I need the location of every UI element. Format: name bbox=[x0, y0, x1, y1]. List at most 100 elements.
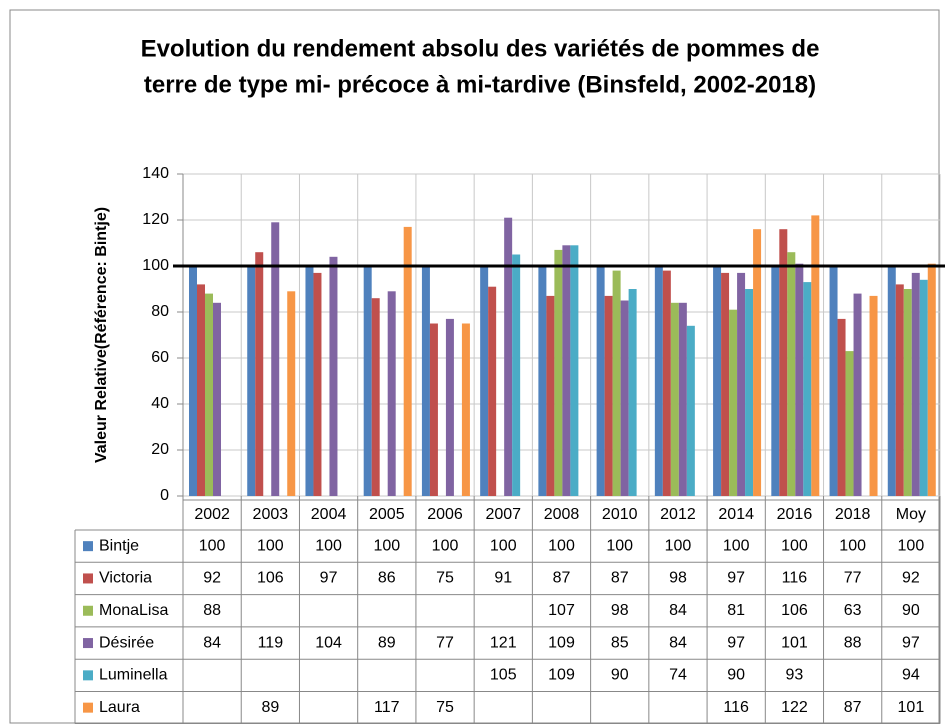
bar bbox=[887, 266, 896, 496]
legend-label: Désirée bbox=[99, 634, 154, 651]
x-tick-label: 2016 bbox=[777, 506, 813, 523]
table-value: 100 bbox=[490, 537, 517, 554]
table-value: 97 bbox=[727, 634, 745, 651]
bar bbox=[620, 300, 629, 496]
table-value: 63 bbox=[844, 602, 862, 619]
x-tick-label: Moy bbox=[896, 506, 926, 523]
y-axis-label: Valeur Relative(Référence: Bintje) bbox=[93, 207, 110, 463]
table-value: 106 bbox=[781, 602, 808, 619]
table-value: 121 bbox=[490, 634, 517, 651]
table-value: 84 bbox=[203, 634, 221, 651]
bar bbox=[387, 291, 396, 496]
table-value: 107 bbox=[548, 602, 575, 619]
bar bbox=[329, 256, 338, 496]
bar bbox=[512, 254, 521, 496]
table-value: 122 bbox=[781, 699, 808, 716]
bar bbox=[189, 266, 197, 496]
bar bbox=[421, 266, 430, 496]
bar bbox=[737, 272, 746, 496]
table-value: 75 bbox=[436, 570, 454, 587]
table-value: 101 bbox=[898, 699, 925, 716]
bar bbox=[795, 263, 804, 496]
table-value: 90 bbox=[902, 602, 920, 619]
table-value: 89 bbox=[261, 699, 279, 716]
bar bbox=[546, 295, 555, 496]
table-value: 90 bbox=[727, 667, 745, 684]
table-value: 119 bbox=[258, 634, 284, 651]
bar bbox=[538, 266, 547, 496]
legend-key bbox=[83, 702, 93, 713]
table-value: 100 bbox=[373, 537, 400, 554]
table-value: 75 bbox=[436, 699, 454, 716]
bar bbox=[445, 318, 454, 496]
bar bbox=[570, 245, 579, 496]
legend-label: Luminella bbox=[99, 667, 168, 684]
table-value: 101 bbox=[781, 634, 808, 651]
bar bbox=[504, 217, 513, 496]
bar bbox=[670, 302, 679, 496]
y-tick-label: 0 bbox=[160, 487, 169, 504]
table-value: 105 bbox=[490, 667, 517, 684]
bar bbox=[845, 351, 854, 496]
bar bbox=[745, 289, 754, 496]
bar bbox=[753, 229, 762, 496]
table-value: 74 bbox=[669, 667, 687, 684]
table-value: 100 bbox=[665, 537, 692, 554]
table-value: 89 bbox=[378, 634, 396, 651]
legend-key bbox=[83, 670, 93, 681]
bar bbox=[662, 270, 671, 496]
x-tick-label: 2003 bbox=[253, 506, 289, 523]
table-value: 84 bbox=[669, 634, 687, 651]
table-value: 100 bbox=[723, 537, 750, 554]
table-value: 87 bbox=[611, 570, 629, 587]
bar bbox=[205, 293, 213, 496]
table-value: 106 bbox=[257, 570, 284, 587]
table-value: 93 bbox=[786, 667, 804, 684]
bar bbox=[612, 270, 621, 496]
bar bbox=[287, 291, 296, 496]
y-tick-label: 140 bbox=[142, 165, 169, 182]
bar bbox=[829, 266, 838, 496]
table-value: 116 bbox=[782, 570, 808, 587]
legend-label: Laura bbox=[99, 699, 140, 716]
bar bbox=[869, 295, 878, 496]
table-value: 98 bbox=[611, 602, 629, 619]
table-value: 100 bbox=[606, 537, 633, 554]
bar bbox=[919, 279, 928, 496]
bar bbox=[596, 266, 605, 496]
chart-title: terre de type mi- précoce à mi-tardive (… bbox=[144, 71, 816, 98]
y-tick-label: 100 bbox=[142, 257, 169, 274]
bar bbox=[429, 323, 438, 496]
bar bbox=[713, 266, 722, 496]
x-tick-label: 2018 bbox=[835, 506, 871, 523]
x-tick-label: 2014 bbox=[718, 506, 754, 523]
table-value: 100 bbox=[257, 537, 284, 554]
table-value: 94 bbox=[902, 667, 920, 684]
bar bbox=[729, 309, 738, 496]
bar bbox=[678, 302, 687, 496]
bar bbox=[554, 249, 563, 496]
x-tick-label: 2002 bbox=[194, 506, 230, 523]
bar bbox=[628, 289, 637, 496]
table-value: 85 bbox=[611, 634, 629, 651]
table-value: 97 bbox=[320, 570, 338, 587]
table-value: 97 bbox=[902, 634, 920, 651]
table-value: 86 bbox=[378, 570, 396, 587]
table-value: 81 bbox=[727, 602, 745, 619]
bar bbox=[271, 222, 280, 497]
x-tick-label: 2004 bbox=[311, 506, 347, 523]
chart-title: Evolution du rendement absolu des variét… bbox=[141, 35, 820, 62]
table-value: 92 bbox=[203, 570, 221, 587]
table-value: 100 bbox=[432, 537, 459, 554]
x-tick-label: 2007 bbox=[485, 506, 521, 523]
table-value: 87 bbox=[844, 699, 862, 716]
y-tick-label: 60 bbox=[151, 349, 169, 366]
bar bbox=[371, 298, 380, 496]
y-tick-label: 80 bbox=[151, 303, 169, 320]
table-value: 104 bbox=[315, 634, 342, 651]
y-tick-label: 20 bbox=[151, 441, 169, 458]
table-value: 100 bbox=[898, 537, 925, 554]
bar bbox=[480, 266, 489, 496]
legend-label: Bintje bbox=[99, 537, 139, 554]
table-value: 77 bbox=[844, 570, 862, 587]
